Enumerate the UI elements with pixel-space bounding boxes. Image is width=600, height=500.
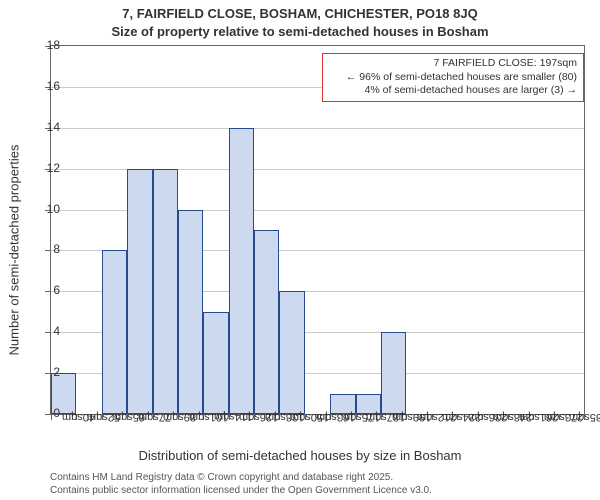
annotation-line2: ← 96% of semi-detached houses are smalle… — [329, 71, 577, 85]
annotation-line1: 7 FAIRFIELD CLOSE: 197sqm — [329, 57, 577, 71]
x-axis-label: Distribution of semi-detached houses by … — [0, 448, 600, 463]
y-tick-label: 18 — [47, 38, 60, 52]
attribution-line1: Contains HM Land Registry data © Crown c… — [50, 472, 432, 485]
y-tick-label: 16 — [47, 79, 60, 93]
histogram-bar — [178, 210, 203, 414]
annotation-callout: 7 FAIRFIELD CLOSE: 197sqm ← 96% of semi-… — [322, 53, 584, 102]
grid-line — [51, 128, 584, 129]
y-tick-label: 4 — [53, 324, 60, 338]
histogram-bar — [102, 250, 127, 414]
y-tick-label: 8 — [53, 242, 60, 256]
histogram-bar — [254, 230, 279, 414]
y-tick-label: 10 — [47, 202, 60, 216]
y-tick-label: 0 — [53, 406, 60, 420]
attribution-text: Contains HM Land Registry data © Crown c… — [50, 472, 432, 497]
y-tick — [45, 250, 51, 251]
plot-area: 7 FAIRFIELD CLOSE: 197sqm ← 96% of semi-… — [50, 45, 585, 415]
attribution-line2: Contains public sector information licen… — [50, 485, 432, 498]
chart-container: 7, FAIRFIELD CLOSE, BOSHAM, CHICHESTER, … — [0, 0, 600, 500]
annotation-line3: 4% of semi-detached houses are larger (3… — [329, 84, 577, 98]
y-axis-label: Number of semi-detached properties — [7, 145, 22, 356]
chart-title-subtitle: Size of property relative to semi-detach… — [0, 24, 600, 39]
y-tick-label: 6 — [53, 283, 60, 297]
x-tick — [51, 414, 52, 420]
y-tick-label: 2 — [53, 365, 60, 379]
y-tick-label: 14 — [47, 120, 60, 134]
y-tick-label: 12 — [47, 161, 60, 175]
chart-title-address: 7, FAIRFIELD CLOSE, BOSHAM, CHICHESTER, … — [0, 6, 600, 21]
histogram-bar — [279, 291, 304, 414]
histogram-bar — [229, 128, 254, 414]
histogram-bar — [127, 169, 152, 414]
y-tick — [45, 332, 51, 333]
histogram-bar — [153, 169, 178, 414]
histogram-bar — [203, 312, 228, 414]
histogram-bar — [381, 332, 406, 414]
y-tick — [45, 291, 51, 292]
